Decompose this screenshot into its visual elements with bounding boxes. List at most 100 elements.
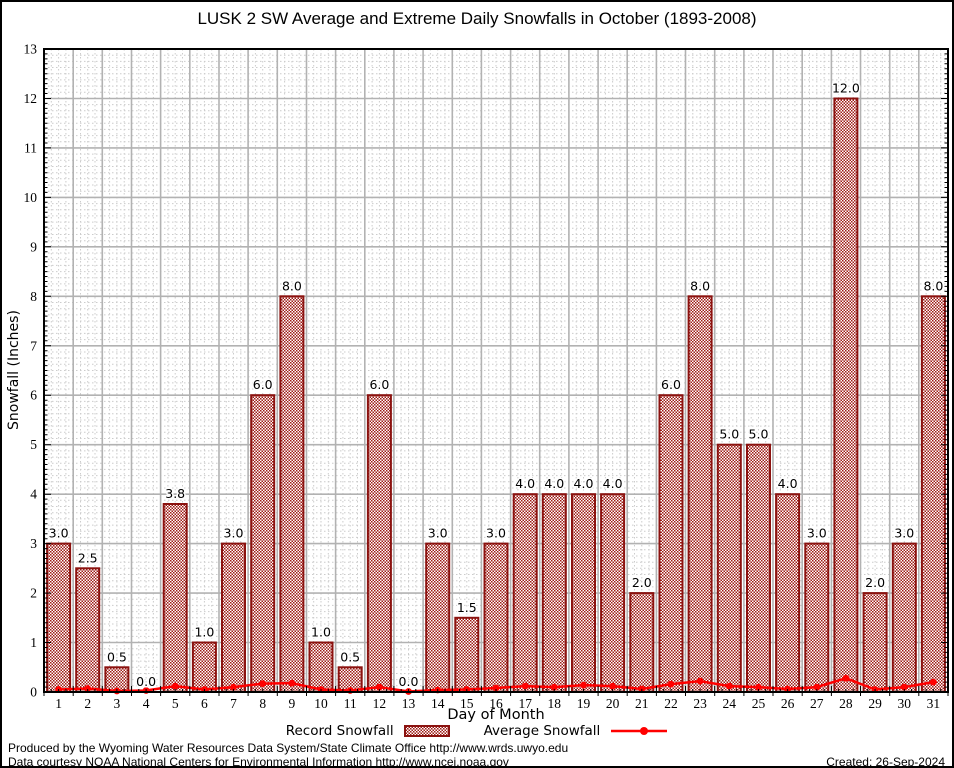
y-tick-label-7: 7 — [30, 338, 37, 353]
average-swatch-icon — [611, 727, 668, 735]
y-axis-title: Snowfall (Inches) — [6, 310, 22, 431]
x-tick-label-4: 4 — [143, 696, 150, 708]
x-tick-label-17: 17 — [518, 696, 532, 708]
average-marker-day-20 — [609, 682, 616, 690]
bar-value-label-day-31: 8.0 — [923, 278, 943, 293]
x-tick-label-25: 25 — [752, 696, 766, 708]
record-bar-day-19 — [571, 493, 596, 694]
bar-value-label-day-27: 3.0 — [807, 526, 827, 541]
x-tick-label-8: 8 — [259, 696, 266, 708]
record-bar-day-22 — [658, 394, 684, 693]
record-bar-day-15 — [454, 616, 480, 693]
x-tick-label-2: 2 — [84, 696, 91, 708]
bar-value-label-day-4: 0.0 — [136, 674, 156, 689]
record-bar-day-17 — [512, 493, 538, 694]
bar-value-label-day-14: 3.0 — [428, 526, 448, 541]
record-bar-day-5 — [162, 503, 188, 693]
x-tick-label-27: 27 — [810, 696, 824, 708]
record-bar-day-6 — [191, 641, 217, 693]
bar-value-label-day-22: 6.0 — [661, 377, 681, 392]
bar-value-label-day-20: 4.0 — [603, 476, 623, 491]
x-tick-label-15: 15 — [460, 696, 474, 708]
bar-value-label-day-21: 2.0 — [632, 575, 652, 590]
record-bar-day-23 — [687, 295, 713, 693]
x-tick-label-28: 28 — [839, 696, 853, 708]
created-date: Created: 26-Sep-2024 — [826, 755, 945, 768]
average-marker-day-5 — [171, 682, 179, 690]
x-tick-label-5: 5 — [172, 696, 179, 708]
x-tick-label-19: 19 — [577, 696, 591, 708]
bar-value-label-day-15: 1.5 — [457, 600, 477, 615]
average-marker-day-23 — [696, 677, 704, 685]
record-bar-day-12 — [366, 394, 392, 693]
record-bar-day-18 — [541, 493, 567, 694]
bar-value-label-day-13: 0.0 — [399, 674, 419, 689]
x-tick-label-11: 11 — [344, 696, 357, 708]
footer-produced-by: Produced by the Wyoming Water Resources … — [8, 741, 569, 755]
x-tick-label-16: 16 — [489, 696, 503, 708]
bar-value-label-day-23: 8.0 — [690, 278, 710, 293]
y-tick-label-1: 1 — [30, 635, 37, 650]
bar-value-label-day-24: 5.0 — [719, 427, 739, 442]
bar-value-label-day-28: 12.0 — [832, 81, 860, 96]
record-bar-day-9 — [279, 295, 305, 693]
bar-value-label-day-3: 0.5 — [107, 649, 127, 664]
record-bar-day-24 — [716, 443, 742, 694]
average-marker-day-31 — [930, 678, 937, 686]
axis-ticks — [43, 48, 949, 696]
bar-value-label-day-9: 8.0 — [282, 278, 302, 293]
average-marker-day-17 — [521, 682, 529, 690]
y-tick-label-5: 5 — [30, 437, 37, 452]
average-marker-day-27 — [813, 683, 821, 691]
plot-area: 3.0 2.5 0.5 0.0 3.8 1.0 3.0 6.0 8.0 1.0 0.5 6.0 0.0 3… — [24, 42, 949, 708]
average-marker-day-2 — [84, 685, 92, 692]
record-bar-day-2 — [75, 567, 101, 693]
record-bar-day-30 — [891, 542, 917, 693]
x-tick-label-21: 21 — [635, 696, 649, 708]
record-bar-day-1 — [46, 542, 72, 693]
x-tick-label-13: 13 — [402, 696, 416, 708]
bar-value-label-day-16: 3.0 — [486, 526, 506, 541]
bar-value-label-day-17: 4.0 — [515, 476, 535, 491]
average-marker-day-9 — [288, 679, 296, 687]
bar-value-label-day-2: 2.5 — [78, 550, 98, 565]
bar-value-label-day-10: 1.0 — [311, 625, 331, 640]
y-tick-label-8: 8 — [30, 289, 37, 304]
bar-value-label-day-30: 3.0 — [894, 526, 914, 541]
x-tick-label-31: 31 — [927, 696, 941, 708]
bar-value-label-day-8: 6.0 — [253, 377, 273, 392]
record-bar-day-27 — [804, 542, 830, 693]
x-tick-label-10: 10 — [314, 696, 328, 708]
x-tick-label-22: 22 — [664, 696, 678, 708]
record-bar-day-25 — [746, 443, 771, 694]
average-marker-day-7 — [230, 683, 237, 691]
legend-average-label: Average Snowfall — [483, 723, 601, 739]
legend-entry-record: Record Snowfall — [286, 723, 450, 739]
x-tick-label-30: 30 — [898, 696, 912, 708]
x-tick-label-1: 1 — [55, 696, 62, 708]
x-tick-label-12: 12 — [373, 696, 387, 708]
y-tick-label-13: 13 — [24, 42, 38, 57]
bar-value-label-day-19: 4.0 — [574, 476, 594, 491]
record-bar-day-26 — [775, 493, 801, 694]
record-bar-day-8 — [250, 394, 276, 693]
record-bar-day-20 — [600, 493, 626, 694]
average-marker-day-16 — [492, 684, 500, 692]
average-marker-day-12 — [376, 683, 383, 691]
x-axis-title: Day of Month — [447, 707, 545, 723]
y-tick-label-11: 11 — [24, 140, 37, 155]
bar-value-label-day-11: 0.5 — [340, 649, 360, 664]
average-marker-day-30 — [900, 683, 908, 691]
y-tick-label-10: 10 — [24, 190, 38, 205]
x-tick-label-24: 24 — [723, 696, 737, 708]
x-tick-label-6: 6 — [201, 696, 208, 708]
record-bar-day-10 — [308, 641, 334, 693]
bar-value-label-day-18: 4.0 — [544, 476, 564, 491]
bar-value-label-day-1: 3.0 — [49, 526, 69, 541]
legend-record-label: Record Snowfall — [285, 723, 394, 739]
x-tick-label-7: 7 — [230, 696, 237, 708]
legend-entry-average: Average Snowfall — [484, 723, 669, 739]
record-bar-day-29 — [862, 592, 888, 693]
average-marker-day-25 — [755, 683, 762, 691]
